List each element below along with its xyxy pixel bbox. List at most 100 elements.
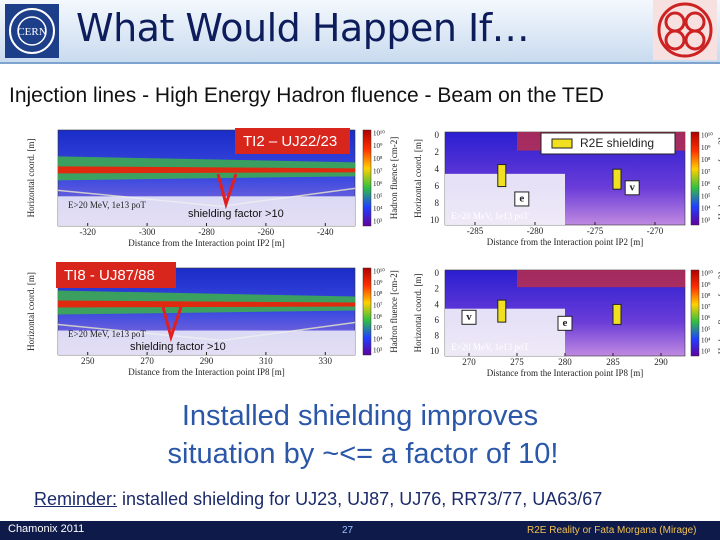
- colorbar-label: Hadron fluence [cm-2]: [389, 137, 399, 219]
- colorbar-tick-label: 10⁴: [701, 336, 711, 344]
- x-axis-label: Distance from the Interaction point IP8 …: [487, 368, 643, 378]
- x-axis-label: Distance from the Interaction point IP2 …: [487, 237, 643, 247]
- note-label: shielding factor >10: [188, 208, 284, 220]
- colorbar-tick-label: 10³: [373, 218, 382, 226]
- x-tick-label: 270: [462, 357, 476, 367]
- colorbar-label: Hadron fluence [cm-2]: [389, 270, 399, 352]
- x-tick-label: -320: [79, 227, 96, 237]
- lower-region: [58, 330, 355, 355]
- legend-swatch: [551, 138, 573, 149]
- colorbar-tick-label: 10¹⁰: [373, 130, 385, 138]
- y-tick-label: 4: [435, 299, 440, 309]
- legend-label: R2E shielding: [580, 136, 654, 150]
- colorbar-tick-label: 10⁵: [373, 192, 383, 200]
- x-tick-label: 280: [558, 357, 572, 367]
- x-axis-label: Distance from the Interaction point IP2 …: [128, 238, 284, 248]
- marker-box: [461, 309, 477, 325]
- energy-annotation: E>20 MeV, 1e13 poT: [68, 200, 146, 210]
- colorbar-tick-label: 10³: [701, 348, 710, 356]
- tag-box: [235, 128, 350, 154]
- y-tick-label: 0: [435, 130, 440, 140]
- x-axis-label: Distance from the Interaction point IP8 …: [128, 367, 284, 377]
- fluence-maps: 10¹⁰ 10⁹ 10⁸ 10⁷ 10⁶ 10⁵ 10⁴ 10³ Hadron fluence …: [26, 128, 720, 379]
- colorbar-tick-label: 10³: [701, 217, 710, 225]
- y-tick-label: 6: [435, 181, 440, 191]
- colorbar: [690, 269, 700, 357]
- y-tick-label: 10: [430, 346, 440, 356]
- x-tick-label: 275: [510, 357, 524, 367]
- colorbar-tick-label: 10⁹: [701, 144, 711, 152]
- shielding-block: [612, 168, 622, 190]
- conclusion-line: Installed shielding improves: [181, 400, 539, 432]
- tag-box: [56, 262, 176, 288]
- colorbar-tick-label: 10⁴: [373, 335, 383, 343]
- footer-bar: [0, 521, 720, 540]
- colorbar-tick-label: 10⁵: [373, 324, 383, 332]
- x-tick-label: 330: [319, 356, 333, 366]
- x-tick-label: -270: [647, 226, 664, 236]
- shielding-block: [612, 303, 622, 325]
- x-tick-label: -285: [467, 226, 484, 236]
- subtitle: Injection lines - High Energy Hadron flu…: [9, 84, 604, 107]
- page-number: 27: [342, 525, 354, 536]
- colorbar-tick-label: 10¹⁰: [701, 132, 713, 140]
- colorbar-tick-label: 10⁷: [701, 303, 711, 311]
- colorbar-tick-label: 10⁴: [373, 205, 383, 213]
- colorbar-label: Hadron fluence [cm-2]: [717, 272, 720, 354]
- colorbar-label: Hadron fluence [cm-2]: [717, 137, 720, 219]
- y-tick-label: 8: [435, 198, 440, 208]
- x-tick-label: 290: [200, 356, 214, 366]
- energy-annotation: E>20 MeV, 1e13 poT: [451, 342, 529, 352]
- colorbar-tick-label: 10⁶: [373, 313, 383, 321]
- x-tick-label: -275: [587, 226, 604, 236]
- note-arrow: [216, 173, 238, 210]
- reminder: Reminder: installed shielding for UJ23, …: [34, 489, 602, 510]
- colorbar-tick-label: 10⁵: [701, 325, 711, 333]
- slide-title: What Would Happen If…: [76, 6, 530, 50]
- beam-core: [58, 166, 355, 174]
- reminder-text: installed shielding for UJ23, UJ87, UJ76…: [122, 489, 603, 509]
- marker-label: e: [563, 317, 568, 329]
- colorbar-tick-label: 10⁹: [373, 279, 383, 287]
- y-tick-label: 6: [435, 315, 440, 325]
- colorbar-tick-label: 10⁶: [701, 180, 711, 188]
- y-axis-label: Horizontal coord. [m]: [413, 274, 423, 353]
- energy-annotation: E>20 MeV, 1e13 poT: [68, 329, 146, 339]
- note-label: shielding factor >10: [130, 341, 226, 353]
- note-arrow: [161, 306, 183, 343]
- x-tick-label: 290: [654, 357, 668, 367]
- cern-logo: CERN: [5, 4, 59, 58]
- hot-region: [517, 270, 685, 288]
- footer-left: Chamonix 2011: [8, 523, 85, 535]
- colorbar: [362, 267, 372, 356]
- x-tick-label: 310: [259, 356, 273, 366]
- y-tick-label: 2: [435, 284, 440, 294]
- x-tick-label: -260: [258, 227, 275, 237]
- colorbar-tick-label: 10⁹: [701, 281, 711, 289]
- lhc-logo: [653, 0, 717, 60]
- beam-core: [58, 300, 355, 308]
- y-axis-label: Horizontal coord. [m]: [26, 139, 36, 218]
- colorbar-tick-label: 10³: [373, 347, 382, 355]
- footer-right: R2E Reality or Fata Morgana (Mirage): [527, 525, 697, 536]
- colorbar-tick-label: 10⁶: [373, 180, 383, 188]
- y-tick-label: 0: [435, 268, 440, 278]
- y-axis-label: Horizontal coord. [m]: [26, 272, 36, 351]
- x-tick-label: -280: [198, 227, 215, 237]
- colorbar-tick-label: 10⁴: [701, 204, 711, 212]
- y-axis-label: Horizontal coord. [m]: [413, 139, 423, 218]
- colorbar-tick-label: 10⁹: [373, 142, 383, 150]
- marker-box: [514, 191, 530, 207]
- x-tick-label: -280: [527, 226, 544, 236]
- conclusion-line: situation by ~<= a factor of 10!: [167, 438, 559, 470]
- colorbar-tick-label: 10⁸: [701, 156, 711, 164]
- x-tick-label: 270: [140, 356, 154, 366]
- colorbar-tick-label: 10⁷: [701, 168, 711, 176]
- lower-region: [58, 196, 355, 226]
- x-tick-label: -240: [317, 227, 334, 237]
- header-bar: [0, 0, 720, 64]
- y-tick-label: 4: [435, 164, 440, 174]
- colorbar-tick-label: 10⁸: [373, 290, 383, 298]
- tag-label: TI8 - UJ87/88: [64, 267, 155, 284]
